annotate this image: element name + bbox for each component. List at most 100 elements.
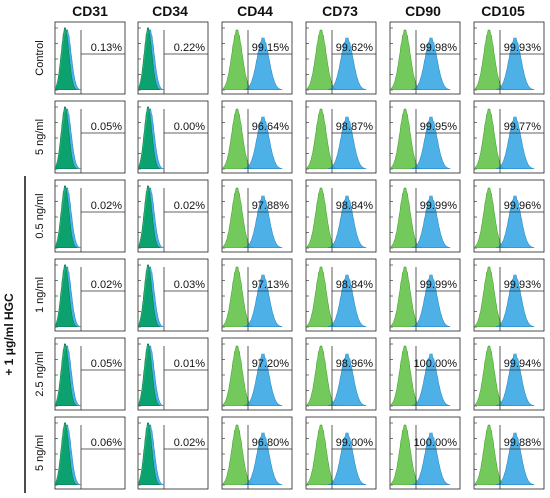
control-histogram [474, 186, 506, 248]
sample-histogram [243, 431, 283, 485]
sample-histogram [495, 273, 535, 327]
control-histogram [222, 186, 254, 248]
sample-histogram [411, 115, 451, 169]
histogram-panel: 97.88% [221, 179, 293, 253]
row-labels: Control 5 ng/ml 0.5 ng/ml 1 ng/ml 2.5 ng/ml 5… [34, 40, 46, 471]
control-histogram [474, 265, 506, 327]
percentage-label: 99.96% [504, 200, 542, 212]
control-histogram [55, 343, 78, 406]
sample-histogram [327, 194, 367, 248]
row-label: 2.5 ng/ml [34, 351, 46, 396]
control-histogram [138, 264, 161, 327]
percentage-label: 0.02% [174, 437, 205, 449]
histogram-panel: 99.15% [221, 21, 293, 95]
sample-histogram [243, 36, 283, 90]
control-histogram [306, 265, 338, 327]
histogram-panel: 98.96% [305, 337, 377, 411]
histogram-panel: 99.93% [473, 258, 545, 332]
histogram-panel: 0.06% [54, 416, 126, 490]
sample-histogram [495, 194, 535, 248]
histogram-panel: 0.05% [54, 100, 126, 174]
control-histogram [222, 423, 254, 485]
percentage-label: 0.01% [174, 358, 205, 370]
percentage-label: 97.20% [252, 358, 290, 370]
row-label: Control [34, 40, 46, 75]
control-histogram [138, 422, 161, 485]
row-label: 0.5 ng/ml [34, 193, 46, 238]
histogram-panel: 98.84% [305, 258, 377, 332]
control-histogram [390, 186, 422, 248]
sample-histogram [327, 273, 367, 327]
percentage-label: 99.15% [252, 42, 290, 54]
row-label: 5 ng/ml [34, 435, 46, 471]
percentage-label: 97.88% [252, 200, 290, 212]
control-histogram [474, 28, 506, 90]
percentage-label: 99.99% [420, 200, 458, 212]
sample-histogram [327, 431, 367, 485]
histogram-panel: 0.01% [137, 337, 209, 411]
sample-histogram [243, 273, 283, 327]
sample-histogram [411, 431, 451, 485]
control-histogram [390, 28, 422, 90]
percentage-label: 96.80% [252, 437, 290, 449]
control-histogram [306, 344, 338, 406]
histogram-panel: 0.03% [137, 258, 209, 332]
histogram-panel: 99.93% [473, 21, 545, 95]
column-header: CD73 [322, 3, 358, 19]
histogram-panel: 100.00% [389, 337, 461, 411]
percentage-label: 99.62% [336, 42, 374, 54]
control-histogram [55, 185, 78, 248]
percentage-label: 99.93% [504, 42, 542, 54]
control-histogram [474, 107, 506, 169]
percentage-label: 0.06% [91, 437, 122, 449]
control-histogram [55, 422, 78, 485]
control-histogram [55, 264, 78, 327]
row-label: 1 ng/ml [34, 277, 46, 313]
percentage-label: 96.64% [252, 121, 290, 133]
control-histogram [138, 343, 161, 406]
percentage-label: 99.88% [504, 437, 542, 449]
histogram-panel: 0.05% [54, 337, 126, 411]
histogram-panel: 99.88% [473, 416, 545, 490]
percentage-label: 98.96% [336, 358, 374, 370]
percentage-label: 98.84% [336, 200, 374, 212]
sample-histogram [495, 431, 535, 485]
percentage-label: 0.02% [174, 200, 205, 212]
sample-histogram [495, 36, 535, 90]
percentage-label: 0.03% [174, 279, 205, 291]
control-histogram [222, 107, 254, 169]
control-histogram [306, 107, 338, 169]
group-label-text: + 1 μg/ml HGC [2, 293, 16, 376]
control-histogram [138, 27, 161, 90]
control-histogram [390, 265, 422, 327]
percentage-label: 0.02% [91, 200, 122, 212]
column-header: CD31 [72, 3, 108, 19]
control-histogram [138, 185, 161, 248]
histogram-panel: 99.62% [305, 21, 377, 95]
percentage-label: 100.00% [414, 358, 458, 370]
control-histogram [306, 186, 338, 248]
percentage-label: 98.87% [336, 121, 374, 133]
histogram-panel: 99.99% [389, 179, 461, 253]
percentage-label: 99.98% [420, 42, 458, 54]
control-histogram [55, 27, 78, 90]
histogram-panel: 98.84% [305, 179, 377, 253]
sample-histogram [243, 352, 283, 406]
sample-histogram [411, 352, 451, 406]
sample-histogram [243, 115, 283, 169]
percentage-label: 99.95% [420, 121, 458, 133]
control-histogram [474, 423, 506, 485]
control-histogram [222, 265, 254, 327]
histogram-panel: 100.00% [389, 416, 461, 490]
histogram-panel: 99.96% [473, 179, 545, 253]
percentage-label: 99.99% [420, 279, 458, 291]
sample-histogram [495, 352, 535, 406]
sample-histogram [411, 273, 451, 327]
percentage-label: 99.93% [504, 279, 542, 291]
control-histogram [390, 344, 422, 406]
group-label: + 1 μg/ml HGC [2, 176, 26, 493]
control-histogram [55, 106, 78, 169]
row-label: 5 ng/ml [34, 119, 46, 155]
percentage-label: 0.22% [174, 42, 205, 54]
histogram-panel: 97.20% [221, 337, 293, 411]
